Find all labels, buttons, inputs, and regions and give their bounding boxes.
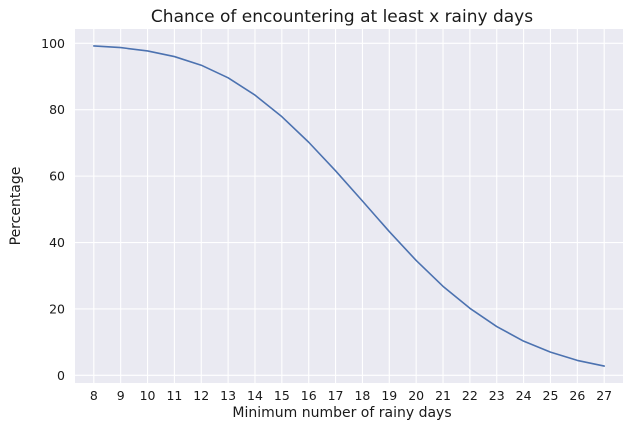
y-tick-label: 60 (49, 169, 65, 184)
x-tick-label: 13 (220, 388, 236, 403)
x-tick-label: 20 (408, 388, 424, 403)
y-tick-labels: 0 20 40 60 80 100 (41, 36, 65, 383)
x-axis-label: Minimum number of rainy days (232, 405, 451, 421)
series-group (93, 45, 606, 367)
grid-lines (75, 29, 623, 383)
chart-title: Chance of encountering at least x rainy … (151, 7, 533, 27)
y-tick-label: 40 (49, 235, 65, 250)
x-tick-label: 24 (516, 388, 532, 403)
x-tick-label: 12 (193, 388, 209, 403)
x-tick-label: 11 (166, 388, 182, 403)
x-tick-label: 19 (381, 388, 397, 403)
x-tick-label: 8 (90, 388, 98, 403)
y-tick-label: 100 (41, 36, 65, 51)
y-axis-label: Percentage (8, 167, 24, 246)
x-tick-label: 21 (435, 388, 451, 403)
x-tick-label: 14 (247, 388, 263, 403)
series-line (93, 45, 606, 367)
x-tick-label: 18 (354, 388, 370, 403)
y-tick-label: 80 (49, 102, 65, 117)
x-tick-label: 23 (489, 388, 505, 403)
x-tick-label: 9 (117, 388, 125, 403)
x-tick-label: 17 (328, 388, 344, 403)
x-tick-label: 10 (140, 388, 156, 403)
y-tick-label: 0 (57, 368, 65, 383)
x-tick-label: 26 (569, 388, 585, 403)
x-tick-labels: 8 9 10 11 12 13 14 15 16 17 18 19 20 21 22 23 24 25 26 27 (90, 388, 612, 403)
x-tick-label: 22 (462, 388, 478, 403)
x-tick-label: 27 (596, 388, 612, 403)
plot-background (75, 29, 623, 383)
x-tick-label: 25 (543, 388, 559, 403)
x-tick-label: 15 (274, 388, 290, 403)
y-tick-label: 20 (49, 301, 65, 316)
x-tick-label: 16 (301, 388, 317, 403)
